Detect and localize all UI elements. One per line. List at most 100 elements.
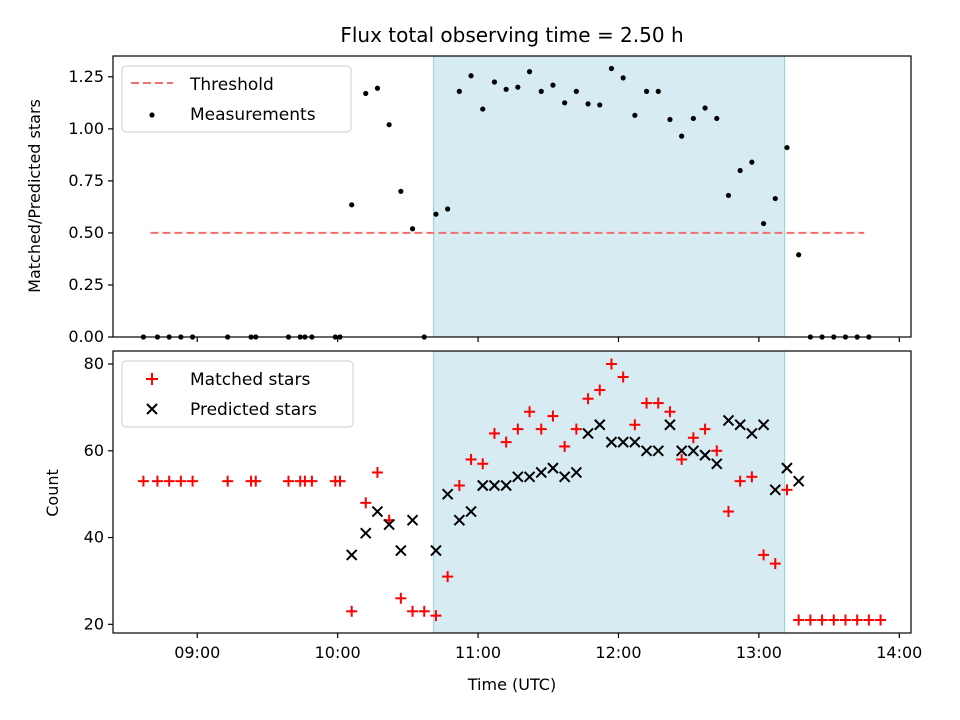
legend-predicted-marker: [146, 403, 158, 415]
matched-star-point: [488, 427, 500, 439]
measurement-point: [491, 79, 498, 85]
top-ytick-label: 0.75: [68, 171, 104, 190]
measurement-point: [632, 112, 638, 118]
legend-predicted-label: Predicted stars: [190, 400, 317, 420]
matched-star-point: [559, 440, 571, 452]
matched-star-point: [851, 614, 863, 626]
predicted-star-point: [500, 479, 512, 492]
measurement-point: [655, 88, 661, 94]
matched-star-point: [137, 475, 149, 487]
predicted-star-point: [547, 462, 559, 474]
matched-star-point: [500, 436, 512, 448]
matched-star-point: [334, 475, 346, 487]
predicted-star-point: [594, 419, 606, 431]
legend-matched-label: Matched stars: [190, 370, 310, 390]
matched-star-point: [641, 397, 653, 409]
measurement-point: [760, 220, 767, 227]
top-ytick-label: 0.25: [68, 275, 104, 294]
predicted-star-point: [781, 462, 793, 474]
measurement-point: [690, 115, 696, 122]
top-ytick-label: 0.50: [68, 223, 104, 242]
predicted-star-point: [699, 449, 711, 461]
legend-measurements-label: Measurements: [190, 105, 316, 125]
predicted-star-point: [640, 445, 653, 457]
matched-star-point: [418, 605, 430, 617]
matched-star-point: [547, 410, 559, 422]
predicted-star-point: [371, 505, 384, 518]
predicted-star-point: [512, 471, 524, 483]
matched-star-point: [676, 453, 688, 465]
matched-star-point: [629, 419, 641, 431]
measurement-point: [643, 88, 650, 94]
predicted-star-point: [477, 479, 489, 492]
predicted-star-point: [711, 458, 723, 470]
measurement-point: [608, 65, 615, 72]
top-observing-window: [433, 55, 786, 338]
matched-star-point: [863, 614, 875, 626]
bottom-xtick-label: 12:00: [595, 643, 641, 662]
matched-star-point: [371, 466, 383, 478]
matched-star-point: [163, 475, 175, 487]
predicted-star-point: [617, 436, 629, 448]
matched-star-point: [222, 475, 234, 487]
predicted-star-point: [734, 419, 746, 431]
matched-star-point: [570, 423, 582, 435]
measurement-point: [515, 84, 521, 90]
legend-threshold-label: Threshold: [189, 75, 274, 95]
predicted-star-point: [523, 471, 536, 483]
matched-star-point: [839, 614, 851, 626]
measurement-point: [538, 88, 544, 94]
matched-star-point: [816, 614, 828, 626]
measurement-point: [480, 106, 486, 112]
bottom-ytick-label: 20: [84, 614, 104, 633]
top-ytick-label: 1.25: [68, 67, 104, 86]
predicted-star-point: [558, 471, 571, 483]
matched-star-point: [687, 432, 699, 444]
matched-star-point: [407, 605, 419, 617]
bottom-xtick-label: 14:00: [876, 643, 922, 662]
bottom-ylabel: Count: [43, 469, 62, 517]
predicted-star-point: [746, 427, 758, 440]
predicted-star-point: [465, 505, 477, 518]
measurement-point: [772, 195, 778, 202]
predicted-star-point: [652, 445, 664, 457]
matched-star-point: [582, 393, 594, 405]
predicted-star-point: [722, 414, 735, 427]
measurement-point: [737, 167, 743, 174]
predicted-star-point: [757, 419, 770, 431]
matched-star-point: [804, 614, 816, 626]
matched-star-point: [781, 484, 793, 496]
predicted-star-point: [664, 419, 676, 431]
top-axes-frame: [112, 55, 912, 338]
matched-star-point: [442, 571, 454, 583]
bottom-xtick-label: 11:00: [455, 643, 501, 662]
matched-star-point: [306, 475, 318, 487]
legend-measurements-marker: [149, 112, 155, 118]
predicted-star-point: [383, 518, 395, 531]
measurement-point: [585, 101, 591, 107]
matched-star-point: [346, 605, 358, 617]
matched-star-point: [512, 423, 524, 435]
matched-star-point: [175, 475, 187, 487]
predicted-star-point: [792, 475, 805, 487]
matched-star-point: [664, 406, 676, 418]
matched-star-point: [828, 614, 840, 626]
predicted-star-point: [605, 436, 618, 448]
matched-star-point: [793, 614, 805, 626]
measurement-point: [503, 86, 509, 92]
predicted-star-point: [406, 514, 419, 526]
predicted-star-point: [453, 514, 466, 526]
matched-star-point: [477, 458, 489, 470]
matched-star-point: [605, 358, 617, 370]
bottom-ytick-label: 40: [84, 528, 104, 547]
bottom-panel: 20 40 60 80 09:00 10:00 11:00 12:00 13:00 14:00 C…: [43, 350, 922, 694]
matched-star-point: [283, 475, 295, 487]
measurement-point: [725, 192, 732, 199]
predicted-star-point: [441, 488, 454, 500]
predicted-star-point: [360, 527, 372, 539]
bottom-observing-window: [433, 350, 786, 634]
matched-star-point: [151, 475, 163, 487]
bottom-legend: Matched stars Predicted stars: [121, 360, 354, 428]
matched-star-point: [360, 497, 372, 509]
measurement-point: [714, 115, 720, 122]
